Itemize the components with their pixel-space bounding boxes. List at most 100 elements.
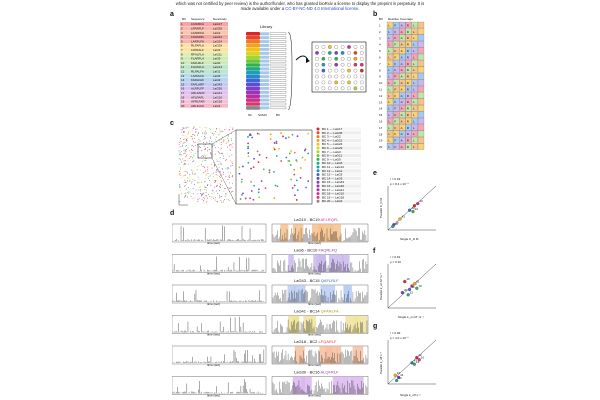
legend-swatch xyxy=(316,192,320,196)
data-point xyxy=(410,284,414,288)
coverage-cell-residue: F xyxy=(394,145,396,149)
table-cell-bc: 1 xyxy=(181,22,183,26)
flow-cell-spot xyxy=(340,68,345,73)
spot xyxy=(183,153,185,155)
spot xyxy=(191,158,193,160)
coverage-cell xyxy=(386,73,394,80)
zoom-spot xyxy=(258,153,261,156)
spot xyxy=(191,181,193,183)
data-point-label: 10 xyxy=(418,284,422,288)
spot xyxy=(227,167,229,169)
coverage-cell xyxy=(393,47,400,54)
data-point xyxy=(411,209,415,214)
coverage-cell-residue: L xyxy=(413,132,415,136)
spot xyxy=(200,189,202,191)
coverage-cell xyxy=(386,47,394,54)
coverage-cell xyxy=(405,28,412,35)
table-row xyxy=(180,47,228,52)
coverage-cell xyxy=(417,53,425,61)
spot xyxy=(212,154,214,156)
table-row xyxy=(180,99,228,104)
spot xyxy=(183,166,185,167)
flow-cell-spot xyxy=(334,56,339,61)
spot xyxy=(188,192,189,194)
coverage-cell xyxy=(417,137,425,144)
spot xyxy=(221,201,222,203)
zoom-spot xyxy=(250,167,252,170)
spot xyxy=(188,180,190,182)
e-p-value: p = 8.4 x 10⁻⁹ xyxy=(390,182,409,186)
e-ylabel: Parallel K_D M xyxy=(379,197,383,218)
panel-e-kd-correlation: r = 0.93 p = 8.4 x 10⁻⁹ Parallel K_D M S… xyxy=(379,177,437,241)
coverage-row-label: 19 xyxy=(379,139,383,143)
table-cell-bc: 13 xyxy=(181,74,185,78)
spot xyxy=(193,126,195,128)
coverage-row-label: 16 xyxy=(379,120,383,124)
sumo-block xyxy=(260,32,269,36)
spot xyxy=(201,194,203,196)
coverage-cell xyxy=(411,98,418,105)
coverage-cell xyxy=(405,79,412,86)
coverage-cell-residue: L xyxy=(388,75,390,79)
spot xyxy=(221,174,223,176)
spot xyxy=(231,161,233,163)
spot xyxy=(200,186,201,187)
coverage-cell-residue: R xyxy=(407,145,410,149)
spot xyxy=(183,182,185,184)
spot xyxy=(187,163,189,165)
data-point xyxy=(415,286,419,290)
spot xyxy=(195,162,197,164)
zoom-spot xyxy=(253,157,255,160)
spot xyxy=(216,170,218,172)
spot xyxy=(180,152,182,154)
spot xyxy=(200,155,202,157)
zoom-spot xyxy=(250,190,253,192)
flow-cell-spot xyxy=(347,80,351,85)
dwell-band xyxy=(329,224,342,242)
data-point xyxy=(408,208,412,212)
spot xyxy=(190,149,192,151)
spot xyxy=(182,158,184,160)
table-cell-bc: 4 xyxy=(181,35,183,39)
table-row xyxy=(180,60,228,65)
legend-label: BC 17 — LaG41 xyxy=(322,188,344,192)
spot xyxy=(203,197,205,198)
library-stack xyxy=(246,31,293,111)
barcode-block xyxy=(269,87,287,90)
spot xyxy=(207,197,209,199)
spot xyxy=(198,138,200,140)
spot xyxy=(193,155,195,157)
zoom-spot xyxy=(268,169,271,172)
zoom-field xyxy=(235,129,313,205)
spot xyxy=(180,168,182,170)
sumo-block xyxy=(260,47,269,51)
coverage-cell xyxy=(393,92,400,99)
coverage-cell xyxy=(411,66,418,73)
spot xyxy=(220,129,222,131)
legend-label: BC 3 — LaG2 xyxy=(322,135,341,139)
spot xyxy=(192,179,194,180)
zoom-spot xyxy=(296,160,298,163)
coverage-cell xyxy=(417,21,425,29)
legend-row xyxy=(321,199,361,203)
table-cell-nanobody: LaG24 xyxy=(213,39,222,43)
flow-cell-spot xyxy=(327,51,332,55)
license-link[interactable]: CC-BY-NC-ND 4.0 International license xyxy=(285,6,359,11)
spot xyxy=(203,172,205,174)
zoom-spot xyxy=(276,185,279,188)
spot xyxy=(181,161,183,163)
nanobody-block xyxy=(246,32,260,36)
coverage-row-label: 7 xyxy=(379,62,381,66)
sumo-block xyxy=(260,98,269,102)
coverage-cell xyxy=(411,60,418,67)
spot xyxy=(180,129,182,131)
coverage-cell-residue: L xyxy=(413,75,415,79)
coverage-row-label: 9 xyxy=(379,75,381,79)
zoom-spot xyxy=(273,197,276,199)
zoom-spots xyxy=(238,132,310,201)
sumo-block xyxy=(260,63,269,67)
zoom-spot xyxy=(257,191,260,194)
flow-cell-spot xyxy=(321,51,326,55)
trace-code: LFQARLF xyxy=(318,339,337,344)
zoom-spot xyxy=(299,176,302,179)
